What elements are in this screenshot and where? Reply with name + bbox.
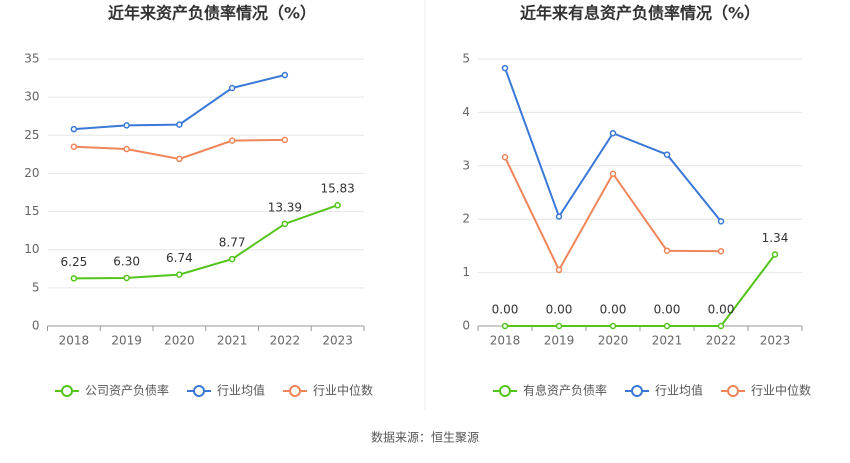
x-tick-label: 2023: [760, 334, 791, 348]
data-point: [717, 218, 725, 225]
y-tick-label: 25: [24, 128, 39, 142]
data-label: 0.00: [492, 303, 519, 317]
y-tick-label: 20: [24, 166, 39, 180]
data-label: 0.00: [600, 303, 627, 317]
data-label: 8.77: [219, 236, 246, 250]
data-point: [176, 155, 183, 163]
y-tick-label: 5: [462, 52, 470, 66]
x-tick-label: 2023: [322, 334, 353, 348]
data-point: [123, 145, 130, 153]
legend-marker: [727, 385, 740, 397]
data-label: 6.74: [166, 251, 193, 265]
data-point: [663, 151, 671, 158]
chart-title: 近年来有息资产负债率情况（%）: [520, 4, 760, 23]
data-point: [717, 247, 725, 255]
data-point: [281, 71, 289, 79]
data-point: [123, 122, 130, 129]
y-tick-label: 3: [462, 158, 470, 172]
data-point: [70, 275, 78, 282]
data-point: [555, 213, 563, 220]
data-point: [663, 247, 671, 254]
data-point: [228, 137, 236, 144]
data-point: [663, 322, 671, 330]
data-point: [228, 84, 236, 92]
x-tick-label: 2021: [217, 334, 248, 348]
data-label: 0.00: [708, 303, 735, 317]
data-point: [609, 322, 617, 330]
data-label: 6.25: [61, 255, 88, 269]
data-point: [609, 129, 617, 137]
data-label: 1.34: [762, 231, 789, 245]
legend-label: 行业均值: [655, 383, 703, 398]
y-tick-label: 5: [32, 280, 40, 294]
x-tick-label: 2018: [59, 334, 90, 348]
series-line: [73, 204, 338, 280]
data-point: [555, 322, 563, 330]
data-label: 15.83: [320, 182, 354, 196]
x-tick-label: 2020: [598, 334, 629, 348]
data-point: [70, 143, 78, 150]
data-label: 6.30: [113, 254, 140, 268]
y-tick-label: 10: [24, 242, 39, 256]
x-tick-label: 2022: [270, 334, 301, 348]
legend-label: 行业均值: [217, 383, 265, 398]
data-point: [555, 266, 563, 274]
legend-marker: [193, 385, 206, 397]
legend-label: 公司资产负债率: [85, 383, 169, 398]
data-point: [609, 170, 617, 178]
y-tick-label: 2: [462, 212, 470, 226]
series-line: [505, 253, 776, 327]
legend-marker: [289, 385, 302, 397]
y-tick-label: 0: [32, 319, 40, 333]
legend-marker: [499, 385, 511, 397]
x-tick-label: 2022: [706, 334, 737, 348]
y-tick-label: 4: [462, 105, 470, 119]
x-tick-label: 2020: [164, 334, 195, 348]
data-point: [176, 121, 183, 128]
legend-label: 行业中位数: [313, 383, 373, 398]
data-point: [717, 322, 725, 330]
x-tick-label: 2019: [111, 334, 142, 348]
x-tick-label: 2021: [652, 334, 683, 348]
data-point: [501, 322, 509, 330]
legend-label: 有息资产负债率: [523, 383, 607, 398]
data-point: [501, 64, 509, 72]
series-line: [73, 74, 286, 131]
data-point: [771, 251, 779, 258]
chart-title: 近年来资产负债率情况（%）: [108, 4, 316, 23]
data-label: 0.00: [546, 303, 573, 317]
y-tick-label: 1: [462, 265, 470, 279]
x-tick-label: 2019: [544, 334, 575, 348]
data-point: [176, 271, 183, 278]
legend-marker: [61, 385, 73, 397]
data-point: [281, 136, 289, 144]
y-tick-label: 30: [24, 90, 39, 104]
legend-label: 行业中位数: [751, 383, 811, 398]
y-tick-label: 15: [24, 204, 39, 218]
x-tick-label: 2018: [490, 334, 521, 348]
data-point: [123, 274, 130, 282]
data-label: 13.39: [268, 200, 302, 214]
y-tick-label: 0: [462, 319, 470, 333]
y-tick-label: 35: [24, 52, 39, 66]
data-point: [501, 154, 509, 161]
data-point: [228, 255, 236, 263]
data-point: [281, 220, 289, 228]
series-line: [504, 67, 722, 222]
data-point: [70, 125, 78, 133]
data-point: [334, 201, 341, 209]
source-note: 数据来源：恒生聚源: [371, 430, 479, 445]
legend-marker: [631, 385, 644, 397]
data-label: 0.00: [654, 303, 681, 317]
